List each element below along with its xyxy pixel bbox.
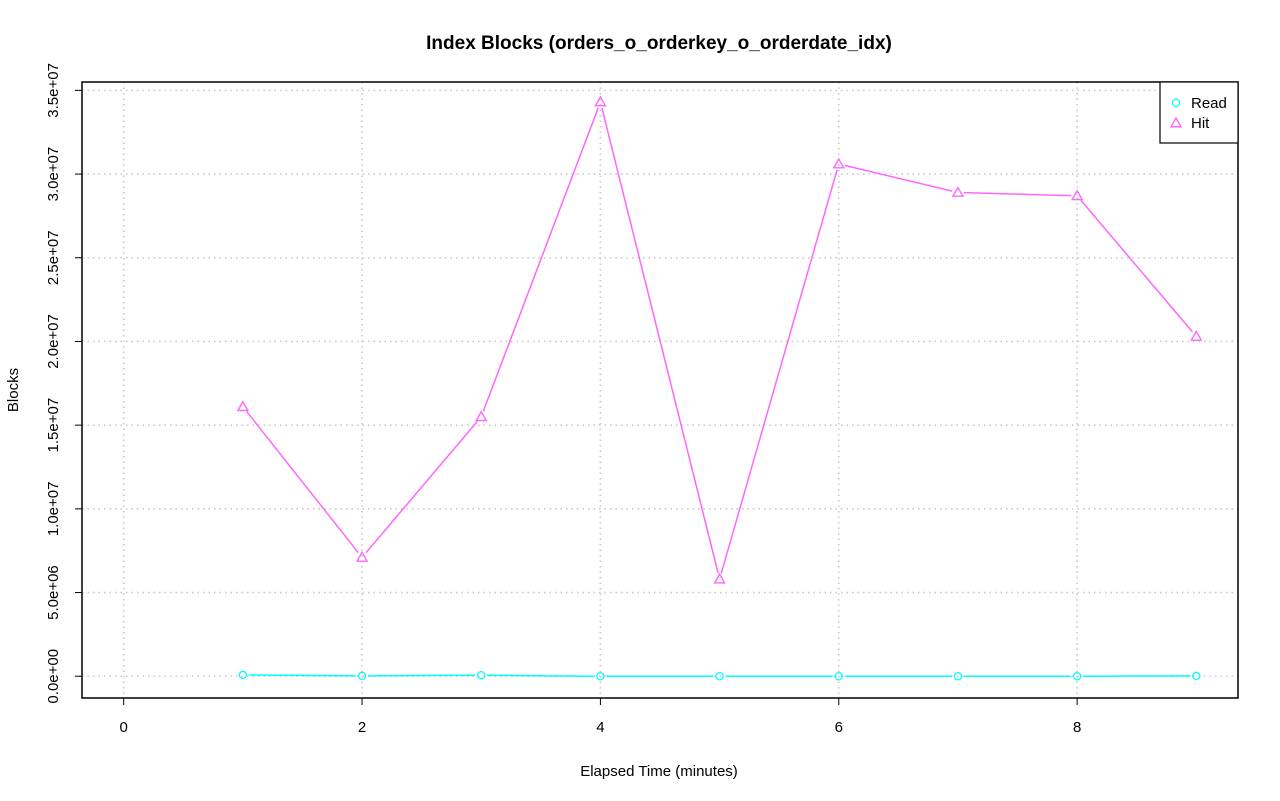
- legend-read-label: Read: [1191, 95, 1227, 112]
- y-tick-label: 0.0e+00: [45, 649, 62, 704]
- series-read-segment: [368, 674, 476, 677]
- series-read-point: [834, 671, 844, 681]
- x-tick-label: 8: [1073, 719, 1081, 736]
- series-hit-point: [1070, 189, 1084, 201]
- series-hit-segment: [601, 107, 719, 574]
- y-axis: 0.0e+00 5.0e+06 1.0e+07 1.5e+07 2.0e+07 2.5e+…: [45, 63, 82, 704]
- y-tick-label: 3.0e+07: [45, 147, 62, 202]
- series-hit-point: [1190, 330, 1203, 341]
- series-read-point: [357, 671, 367, 681]
- series-hit-point: [355, 550, 369, 562]
- series-read-point: [953, 671, 963, 681]
- legend-read-marker: [1171, 98, 1181, 108]
- series-read-segment: [487, 674, 595, 677]
- series-hit-segment: [246, 410, 359, 554]
- legend-hit-label: Hit: [1191, 115, 1210, 132]
- series-read-point: [238, 670, 248, 680]
- plot-frame: [81, 81, 1239, 699]
- y-axis-label: Blocks: [5, 368, 22, 412]
- series-hit-point: [713, 572, 726, 584]
- series-hit-segment: [963, 191, 1072, 197]
- series-layer: [236, 95, 1203, 681]
- x-tick-label: 6: [835, 719, 843, 736]
- series-hit-segment: [1080, 199, 1193, 333]
- series-read-point: [476, 670, 486, 680]
- series-read-point: [1072, 671, 1082, 681]
- x-axis: 0 2 4 6 8: [120, 698, 1081, 736]
- legend-box: [1159, 81, 1239, 144]
- series-hit-point: [832, 157, 845, 169]
- x-tick-label: 4: [596, 719, 604, 736]
- x-axis-label: Elapsed Time (minutes): [580, 763, 738, 780]
- series-hit-segment: [365, 420, 478, 554]
- y-tick-label: 5.0e+06: [45, 565, 62, 620]
- series-hit-point: [475, 410, 488, 422]
- y-tick-label: 1.0e+07: [45, 482, 62, 537]
- series-read-segment: [248, 674, 357, 677]
- series-hit-point: [594, 95, 607, 107]
- y-tick-label: 1.5e+07: [45, 398, 62, 453]
- series-read-point: [1192, 671, 1201, 681]
- series-read-point: [715, 671, 724, 681]
- series-hit-point: [236, 400, 250, 412]
- y-tick-label: 2.5e+07: [45, 230, 62, 285]
- y-tick-label: 3.5e+07: [45, 63, 62, 118]
- series-read-point: [596, 671, 605, 681]
- legend: Read Hit: [1159, 81, 1239, 144]
- x-tick-label: 0: [120, 719, 128, 736]
- x-tick-label: 2: [358, 719, 366, 736]
- series-hit-segment: [720, 169, 838, 574]
- y-tick-label: 2.0e+07: [45, 314, 62, 369]
- series-hit-point: [951, 186, 965, 197]
- grid-lines: [82, 82, 1238, 698]
- legend-hit-marker: [1169, 116, 1183, 128]
- chart-title: Index Blocks (orders_o_orderkey_o_orderd…: [426, 33, 892, 54]
- series-hit-segment: [844, 164, 953, 192]
- series-hit-segment: [482, 107, 599, 412]
